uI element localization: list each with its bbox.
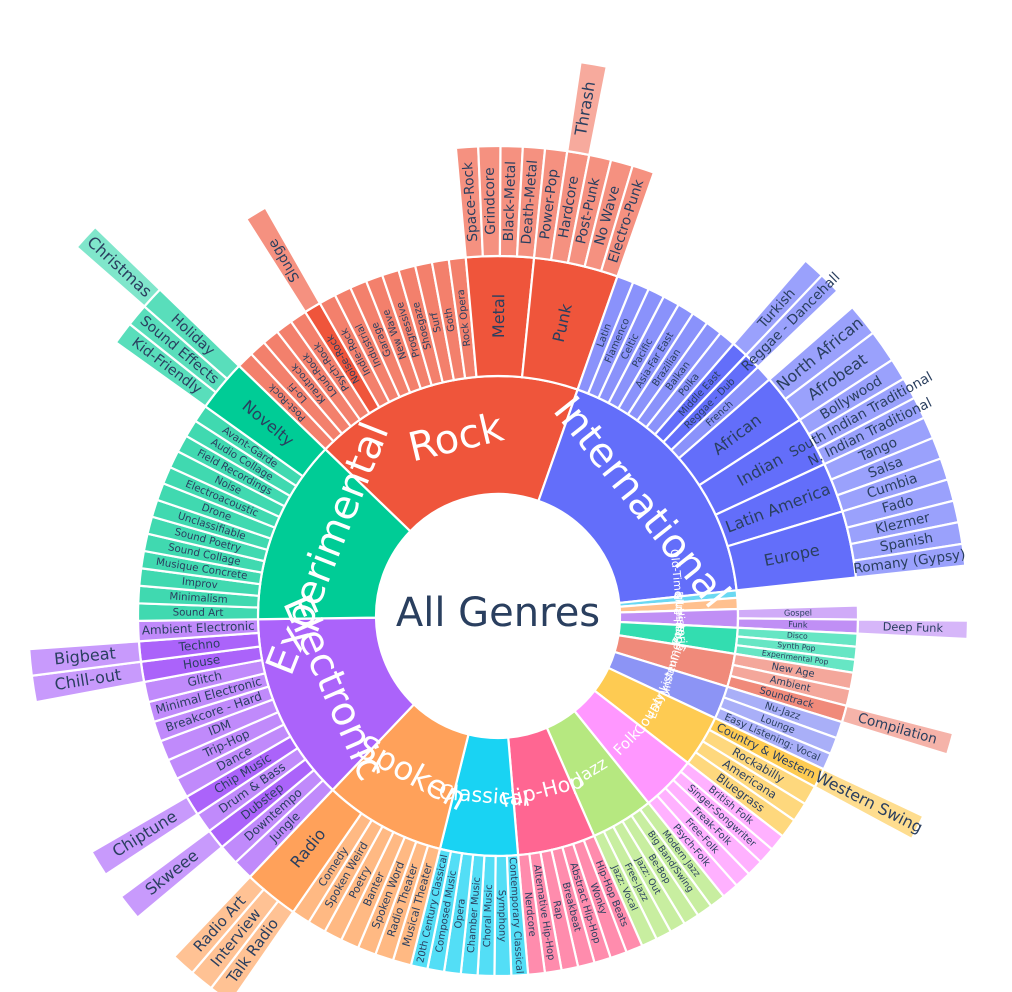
label-disco: Disco [787, 630, 809, 640]
label-christmas: Christmas [83, 232, 155, 301]
label-deep-funk: Deep Funk [882, 619, 943, 635]
wedge-romany-gypsy[interactable] [852, 542, 967, 579]
label-synth-pop: Synth Pop [777, 640, 816, 653]
label-pop: Pop [670, 624, 685, 645]
label-opera: Opera [453, 898, 468, 929]
label-soul-rnb: Soul-RnB [672, 593, 685, 643]
label-surf: Surf [429, 311, 444, 334]
label-western-swing: Western Swing [812, 767, 926, 837]
label-space-rock: Space-Rock [460, 161, 481, 242]
label-goth: Goth [443, 307, 458, 333]
label-symphony: Symphony [496, 890, 508, 942]
label-house: House [182, 652, 221, 672]
label-grindcore: Grindcore [482, 167, 499, 235]
label-minimalism: Minimalism [169, 590, 228, 605]
root-wedge[interactable] [376, 494, 620, 738]
label-black-metal: Black-Metal [501, 161, 519, 242]
label-death-metal: Death-Metal [519, 159, 541, 245]
label-rap: Rap [550, 900, 565, 921]
label-metal: Metal [489, 294, 508, 338]
label-techno: Techno [177, 636, 221, 654]
label-nerdcore: Nerdcore [522, 891, 538, 937]
label-blues: Blues [672, 591, 687, 622]
label-choral-music: Choral Music [482, 884, 495, 947]
label-improv: Improv [181, 576, 218, 592]
label-ambient-electronic: Ambient Electronic [142, 619, 255, 638]
label-gospel: Gospel [784, 607, 812, 617]
label-sound-art: Sound Art [173, 606, 224, 619]
label-compilation: Compilation [856, 710, 939, 748]
wedge-christmas[interactable] [75, 225, 162, 308]
label-funk: Funk [788, 619, 808, 630]
